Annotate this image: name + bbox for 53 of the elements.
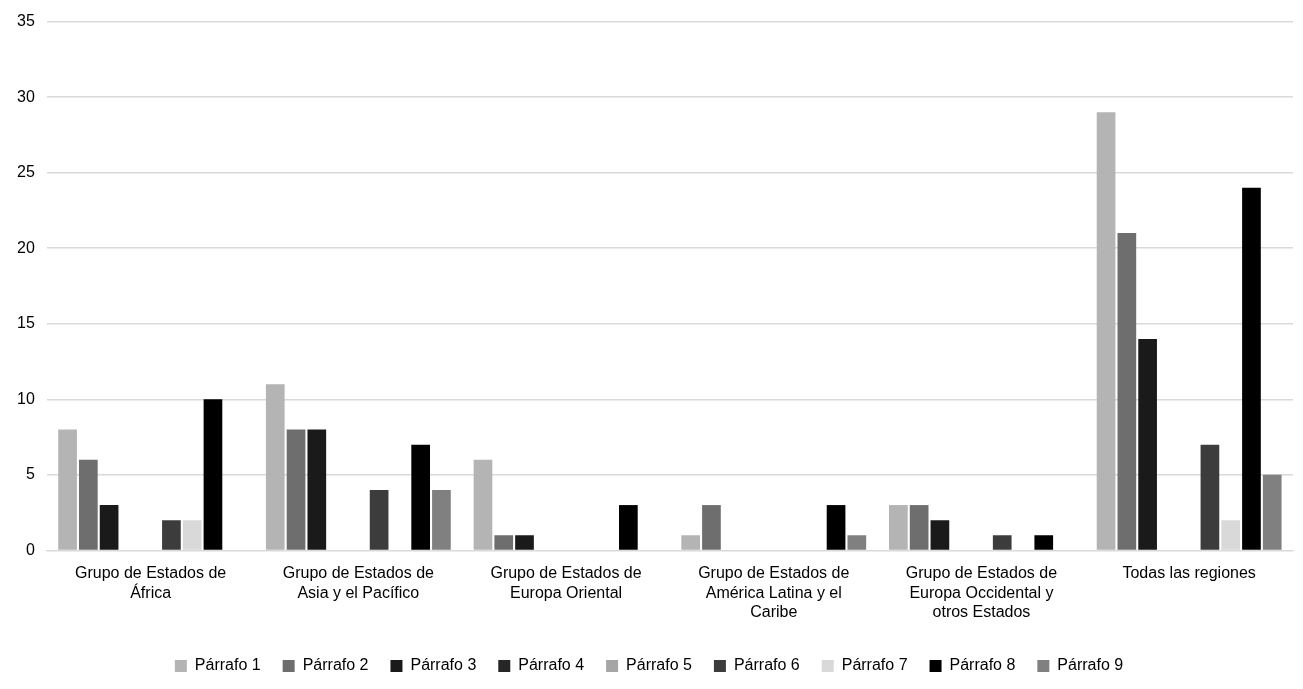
y-tick-label: 5 <box>25 465 35 483</box>
bar <box>162 520 181 550</box>
bar <box>494 535 514 550</box>
bar <box>889 505 908 550</box>
bar <box>78 459 98 550</box>
bar <box>1262 474 1282 550</box>
bar <box>681 535 701 550</box>
legend-label: Párrafo 1 <box>194 656 261 674</box>
bar <box>307 429 327 550</box>
bar <box>265 384 285 550</box>
bar <box>930 520 950 550</box>
bar <box>473 459 493 550</box>
legend-label: Párrafo 2 <box>302 656 369 674</box>
bar <box>369 489 389 550</box>
bar <box>1200 444 1220 550</box>
bar <box>1242 187 1261 550</box>
bar <box>1034 535 1054 550</box>
x-tick-label: Grupo de Estados de Europa Oriental <box>490 564 642 601</box>
bar <box>58 429 77 550</box>
y-tick-label: 15 <box>17 314 35 332</box>
y-tick-label: 25 <box>17 163 35 181</box>
y-tick-label: 20 <box>17 238 35 256</box>
bar <box>1138 338 1157 550</box>
x-tick-label: Grupo de Estados de América Latina y el Caribe <box>698 564 850 620</box>
y-tick-label: 10 <box>17 389 35 407</box>
x-tick-label: Grupo de Estados de Europa Occidental y otros Estados <box>905 564 1058 620</box>
bar <box>1096 112 1116 550</box>
legend-label: Párrafo 9 <box>1057 656 1124 674</box>
legend-label: Párrafo 5 <box>626 656 693 674</box>
bar <box>432 489 451 550</box>
bar <box>992 535 1012 550</box>
bar <box>99 505 119 550</box>
x-tick-label: Grupo de Estados de Asia y el Pacífico <box>282 564 435 601</box>
bar <box>515 535 534 550</box>
y-tick-label: 30 <box>17 87 35 105</box>
x-tick-label: Todas las regiones <box>1122 564 1256 582</box>
x-tick-label: Grupo de Estados de África <box>75 564 227 601</box>
legend-label: Párrafo 6 <box>733 656 800 674</box>
bar <box>411 444 430 550</box>
y-tick-label: 0 <box>25 540 35 558</box>
legend-label: Párrafo 8 <box>949 656 1016 674</box>
legend-label: Párrafo 7 <box>841 656 908 674</box>
bar <box>909 505 929 550</box>
bar <box>619 505 638 550</box>
bar <box>203 399 223 550</box>
bar <box>702 505 721 550</box>
bar <box>847 535 867 550</box>
legend-label: Párrafo 3 <box>410 656 477 674</box>
y-tick-label: 35 <box>17 12 35 30</box>
bar <box>826 505 846 550</box>
bar <box>1117 233 1137 550</box>
bar <box>286 429 306 550</box>
legend-label: Párrafo 4 <box>518 656 585 674</box>
